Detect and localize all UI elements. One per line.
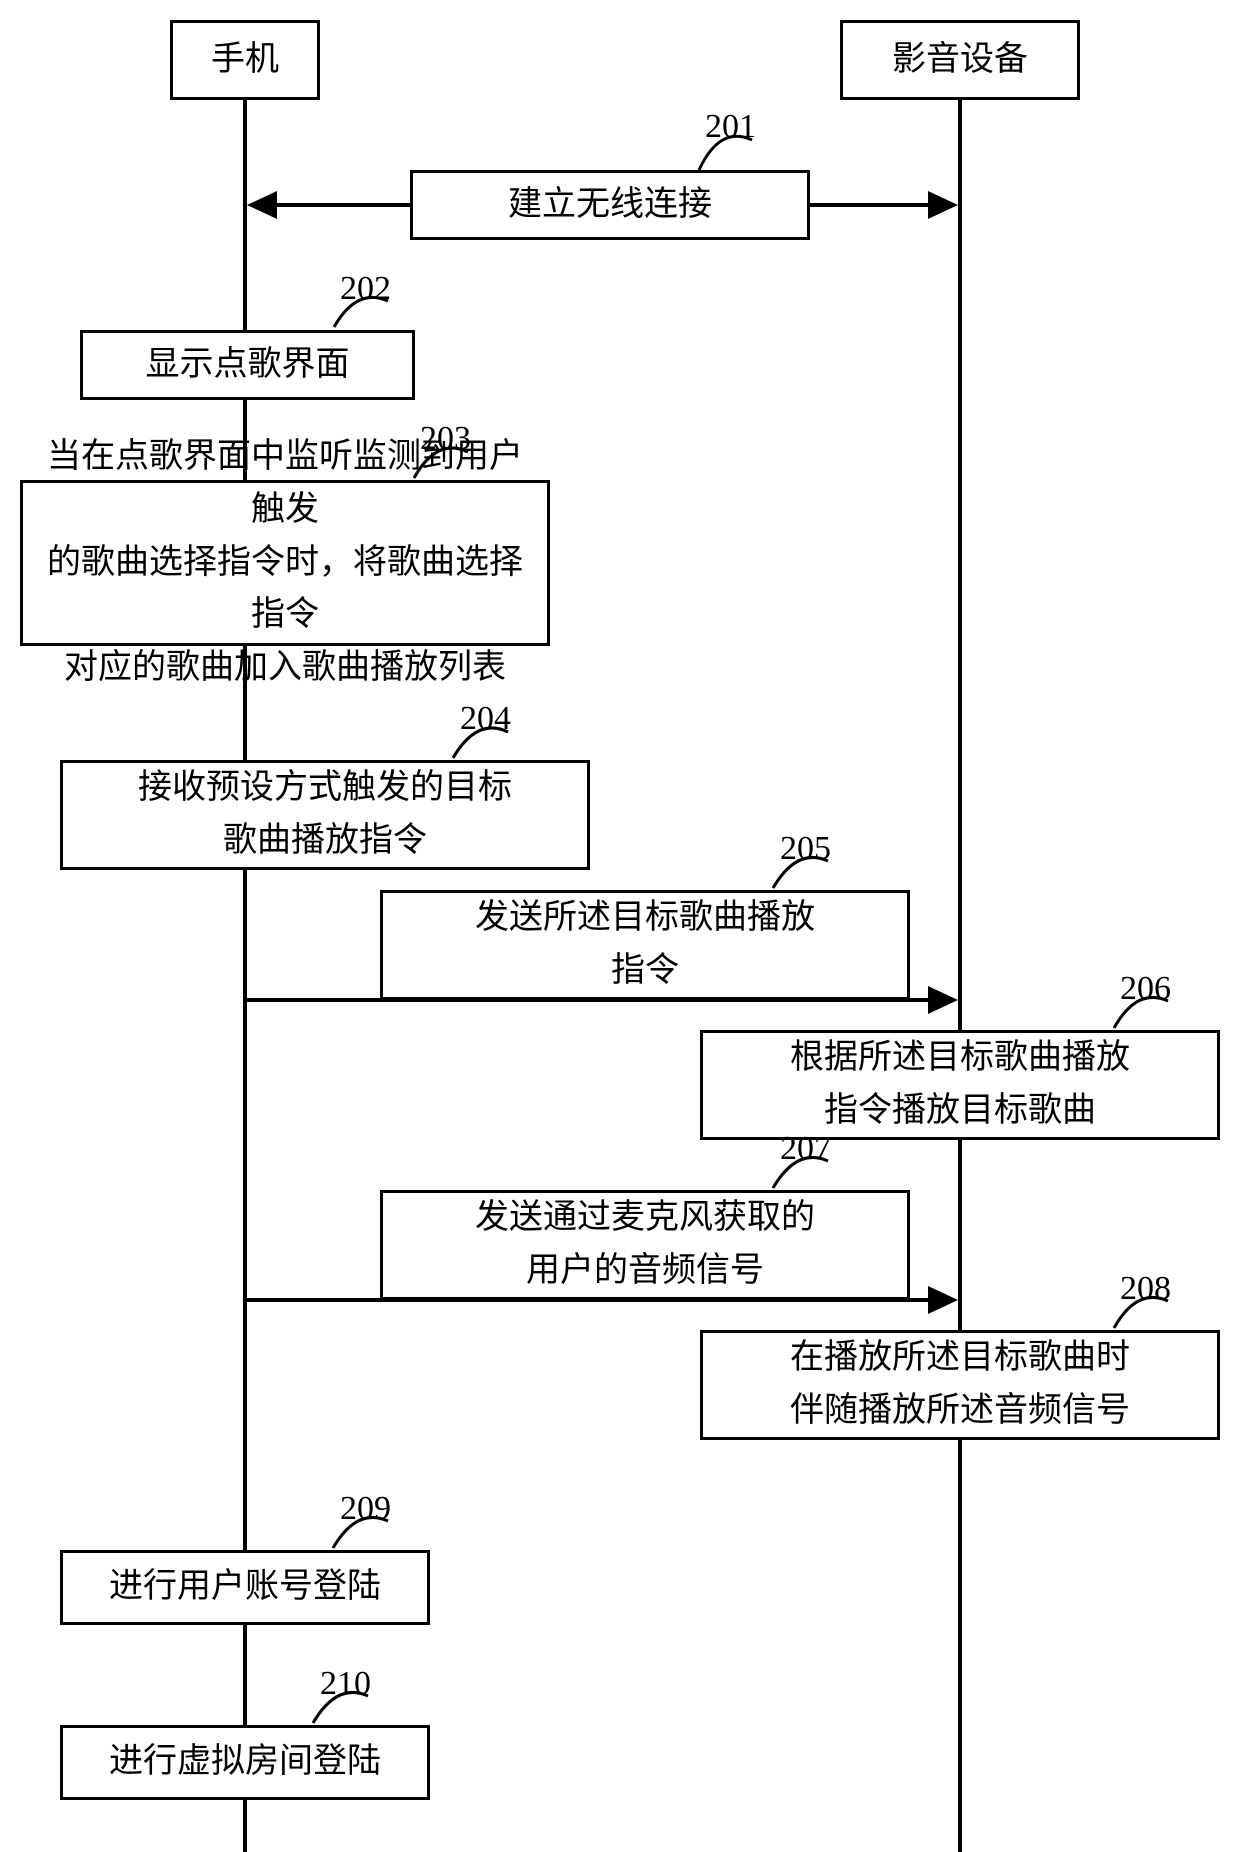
step-210-num: 210 (320, 1665, 371, 1703)
callout-210 (0, 0, 1240, 1852)
sequence-diagram: 手机 影音设备 建立无线连接 201 显示点歌界面 202 当在点歌界面中监听监… (0, 0, 1240, 1852)
